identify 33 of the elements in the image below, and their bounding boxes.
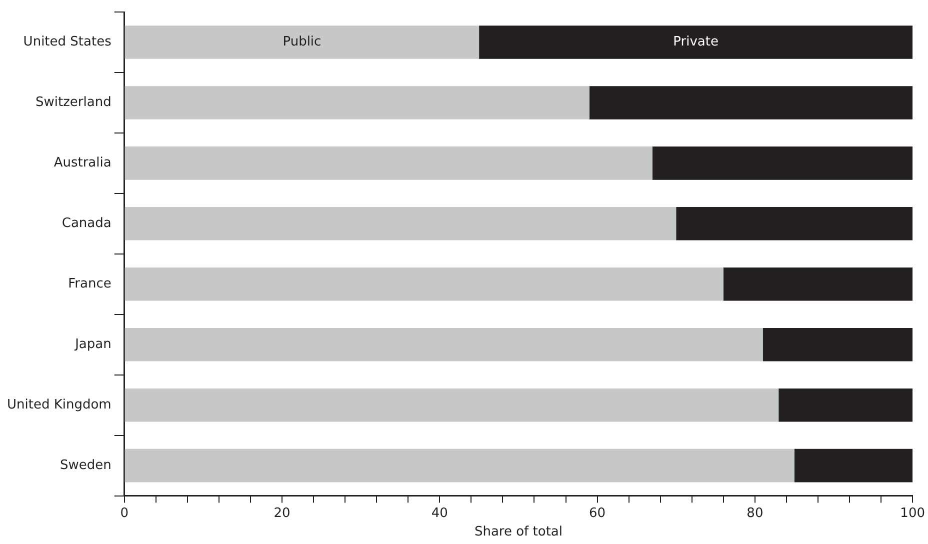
bar: [778, 388, 913, 422]
x-axis-title: Share of total: [474, 524, 562, 540]
y-tick-label: Japan: [74, 336, 112, 352]
y-tick-label: Australia: [54, 156, 112, 171]
y-tick-label: United Kingdom: [7, 397, 112, 412]
bar: [479, 26, 913, 59]
bar: [652, 146, 913, 180]
bar: [124, 388, 779, 422]
x-tick-label: 0: [120, 506, 128, 521]
bar: [124, 86, 590, 120]
x-tick-label: 20: [274, 506, 290, 521]
series-label: Public: [282, 34, 322, 50]
bar: [676, 207, 913, 240]
bar: [589, 86, 913, 120]
x-tick-label: 80: [746, 506, 764, 521]
x-tick-label: 100: [900, 506, 926, 521]
y-tick-label: Sweden: [60, 458, 112, 473]
bar: [124, 146, 652, 180]
bar: [124, 26, 480, 59]
series-label: Private: [673, 34, 718, 50]
y-tick-label: Switzerland: [36, 95, 112, 110]
bar: [762, 328, 913, 362]
bar: [124, 268, 724, 301]
x-tick-label: 60: [589, 506, 606, 521]
y-tick-label: United States: [23, 34, 112, 50]
bar: [124, 207, 676, 240]
bar: [124, 448, 794, 482]
y-tick-label: Canada: [62, 216, 112, 232]
x-tick-label: 40: [431, 506, 448, 521]
bar: [124, 328, 763, 362]
bar: [794, 448, 913, 482]
y-tick-label: France: [68, 276, 112, 292]
bar: [723, 268, 913, 301]
